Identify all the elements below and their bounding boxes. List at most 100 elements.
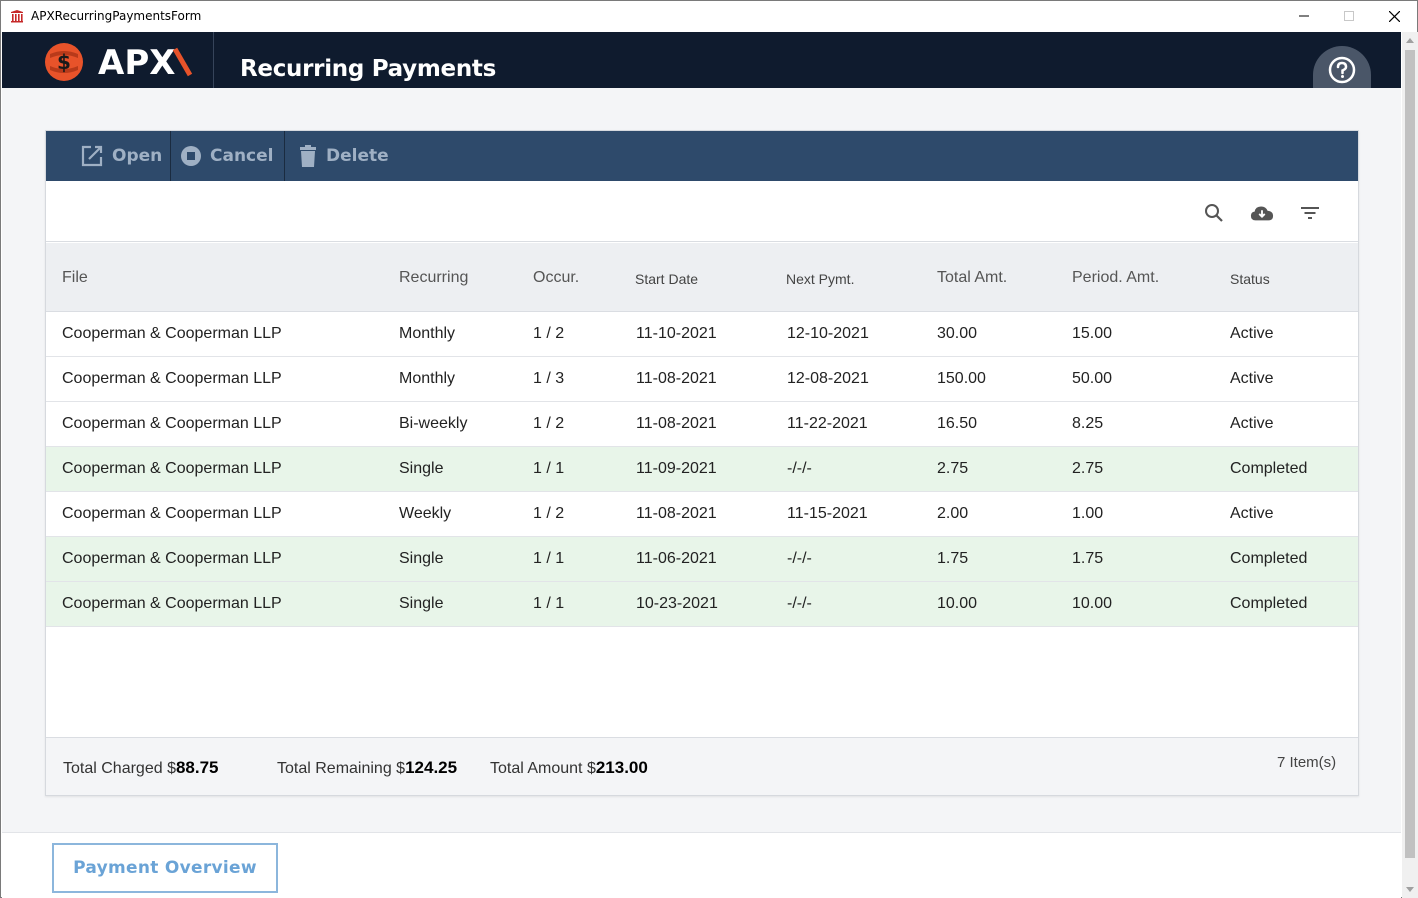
trash-icon [300, 145, 316, 167]
period-amount-cell: 15.00 [1072, 325, 1113, 342]
next-payment-cell: 12-08-2021 [787, 370, 869, 387]
svg-text:APX: APX [98, 43, 175, 83]
cancel-button[interactable]: Cancel [180, 131, 273, 181]
column-header-next-payment[interactable]: Next Pymt. [786, 271, 855, 287]
grid-header: File Recurring Occur. Start Date Next Py… [46, 243, 1358, 312]
minimize-button[interactable] [1281, 1, 1327, 31]
minimize-icon [1299, 15, 1309, 17]
help-button[interactable] [1313, 46, 1371, 94]
maximize-button[interactable] [1326, 1, 1372, 31]
total-amount-cell: 10.00 [937, 595, 978, 612]
total-amount-cell: 16.50 [937, 415, 978, 432]
vertical-scrollbar[interactable] [1402, 32, 1418, 898]
close-icon [1388, 10, 1400, 22]
file-cell: Cooperman & Cooperman LLP [62, 370, 282, 387]
scroll-thumb[interactable] [1405, 50, 1415, 858]
next-payment-cell: -/-/- [787, 595, 812, 612]
search-button[interactable] [1202, 201, 1226, 225]
occurrences-cell: 1 / 1 [533, 550, 565, 567]
recurring-cell: Monthly [399, 370, 456, 387]
status-cell: Completed [1230, 595, 1308, 612]
start-date-cell: 11-10-2021 [636, 325, 717, 342]
grid-toolbar: Open Cancel Delet [46, 131, 1358, 181]
total-amount-cell: 150.00 [937, 370, 986, 387]
status-cell: Active [1230, 370, 1274, 387]
toolbar-divider [170, 131, 171, 181]
table-row[interactable]: Cooperman & Cooperman LLP Monthly 1 / 2 … [46, 312, 1358, 357]
table-row[interactable]: Cooperman & Cooperman LLP Single 1 / 1 1… [46, 537, 1358, 582]
stop-circle-icon [181, 146, 201, 166]
grid-tools-row [46, 181, 1358, 242]
start-date-cell: 10-23-2021 [636, 595, 718, 612]
total-amount: Total Amount $213.00 [490, 758, 648, 778]
column-header-recurring[interactable]: Recurring [399, 269, 469, 286]
status-cell: Completed [1230, 550, 1308, 567]
file-cell: Cooperman & Cooperman LLP [62, 325, 282, 342]
recurring-cell: Bi-weekly [399, 415, 468, 432]
start-date-cell: 11-06-2021 [636, 550, 717, 567]
scroll-down-icon[interactable] [1406, 887, 1414, 892]
main-content: Open Cancel Delet [2, 88, 1401, 832]
period-amount-cell: 2.75 [1072, 460, 1104, 477]
next-payment-cell: 11-22-2021 [787, 415, 868, 432]
total-remaining-label: Total Remaining $ [277, 760, 406, 777]
period-amount-cell: 10.00 [1072, 595, 1113, 612]
occurrences-cell: 1 / 1 [533, 460, 565, 477]
column-header-period-amount[interactable]: Period. Amt. [1072, 269, 1160, 286]
open-button[interactable]: Open [80, 131, 162, 181]
recurring-cell: Single [399, 550, 444, 567]
item-count: 7 Item(s) [1277, 754, 1337, 771]
total-charged-label: Total Charged $ [63, 760, 176, 777]
file-cell: Cooperman & Cooperman LLP [62, 505, 282, 522]
header-divider [213, 32, 214, 88]
table-row[interactable]: Cooperman & Cooperman LLP Single 1 / 1 1… [46, 582, 1358, 627]
total-remaining-value: 124.25 [405, 758, 458, 777]
table-row[interactable]: Cooperman & Cooperman LLP Monthly 1 / 3 … [46, 357, 1358, 402]
table-row[interactable]: Cooperman & Cooperman LLP Single 1 / 1 1… [46, 447, 1358, 492]
column-header-total-amount[interactable]: Total Amt. [937, 269, 1008, 286]
payment-overview-button[interactable]: Payment Overview [52, 843, 278, 893]
file-cell: Cooperman & Cooperman LLP [62, 460, 282, 477]
table-row[interactable]: Cooperman & Cooperman LLP Weekly 1 / 2 1… [46, 492, 1358, 537]
close-button[interactable] [1371, 1, 1417, 31]
file-cell: Cooperman & Cooperman LLP [62, 415, 282, 432]
grid-rows: Cooperman & Cooperman LLP Monthly 1 / 2 … [46, 312, 1358, 627]
grid-footer: Total Charged $88.75 Total Remaining $12… [46, 737, 1358, 795]
status-cell: Completed [1230, 460, 1308, 477]
column-header-status[interactable]: Status [1230, 271, 1270, 287]
help-circle-icon [1328, 56, 1356, 84]
period-amount-cell: 8.25 [1072, 415, 1104, 432]
open-external-icon [81, 145, 103, 167]
next-payment-cell: 11-15-2021 [787, 505, 868, 522]
maximize-icon [1344, 11, 1354, 21]
start-date-cell: 11-08-2021 [636, 505, 717, 522]
column-header-start-date[interactable]: Start Date [635, 271, 699, 287]
window-title: APXRecurringPaymentsForm [31, 9, 202, 23]
scroll-up-icon[interactable] [1406, 38, 1414, 43]
delete-button[interactable]: Delete [298, 131, 389, 181]
export-button[interactable] [1250, 201, 1274, 225]
total-amount-cell: 1.75 [937, 550, 969, 567]
period-amount-cell: 1.75 [1072, 550, 1104, 567]
start-date-cell: 11-08-2021 [636, 415, 717, 432]
apx-logo: $ APX [45, 43, 193, 83]
column-header-occurrences[interactable]: Occur. [533, 269, 580, 286]
occurrences-cell: 1 / 2 [533, 325, 565, 342]
open-label: Open [112, 146, 163, 166]
occurrences-cell: 1 / 2 [533, 505, 565, 522]
payments-grid-panel: Open Cancel Delet [45, 130, 1359, 796]
table-row[interactable]: Cooperman & Cooperman LLP Bi-weekly 1 / … [46, 402, 1358, 447]
total-amount-value: 213.00 [595, 758, 648, 777]
column-header-file[interactable]: File [62, 269, 88, 286]
status-cell: Active [1230, 415, 1274, 432]
period-amount-cell: 50.00 [1072, 370, 1113, 387]
cancel-label: Cancel [210, 146, 274, 166]
total-charged: Total Charged $88.75 [63, 758, 219, 778]
cloud-download-icon [1250, 206, 1274, 221]
occurrences-cell: 1 / 3 [533, 370, 565, 387]
filter-button[interactable] [1298, 201, 1322, 225]
next-payment-cell: 12-10-2021 [787, 325, 869, 342]
recurring-cell: Monthly [399, 325, 456, 342]
total-amount-cell: 30.00 [937, 325, 978, 342]
